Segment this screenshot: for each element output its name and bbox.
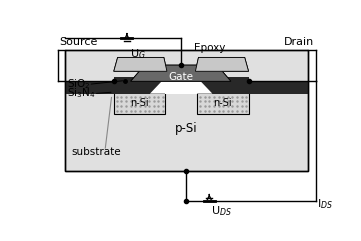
Bar bbox=[165, 77, 197, 94]
Text: Epoxy: Epoxy bbox=[194, 43, 226, 53]
Polygon shape bbox=[131, 65, 231, 81]
Polygon shape bbox=[165, 81, 197, 94]
Polygon shape bbox=[195, 57, 248, 71]
Polygon shape bbox=[114, 57, 167, 71]
Bar bbox=[65, 81, 308, 94]
Bar bbox=[65, 81, 114, 94]
Text: Gate: Gate bbox=[168, 72, 193, 82]
Polygon shape bbox=[150, 77, 165, 94]
Text: Si$_3$N$_4$: Si$_3$N$_4$ bbox=[67, 87, 95, 100]
Text: n-Si: n-Si bbox=[130, 98, 149, 108]
Bar bbox=[248, 81, 308, 94]
Polygon shape bbox=[195, 57, 248, 71]
Bar bbox=[114, 77, 248, 81]
Text: I$_{DS}$: I$_{DS}$ bbox=[317, 197, 333, 211]
Bar bbox=[65, 50, 308, 171]
Bar bbox=[65, 50, 308, 171]
Bar bbox=[114, 81, 165, 92]
Bar bbox=[114, 92, 165, 114]
Bar bbox=[197, 92, 248, 114]
Text: U$_{DS}$: U$_{DS}$ bbox=[211, 204, 232, 218]
Polygon shape bbox=[114, 77, 248, 81]
Text: Drain: Drain bbox=[284, 37, 314, 47]
Text: SiO$_2$: SiO$_2$ bbox=[67, 77, 90, 91]
Bar bbox=[197, 81, 248, 92]
Polygon shape bbox=[197, 77, 212, 94]
Text: p-Si: p-Si bbox=[175, 122, 198, 135]
Text: U$_G$: U$_G$ bbox=[130, 47, 146, 61]
Text: Source: Source bbox=[59, 37, 97, 47]
Polygon shape bbox=[114, 57, 167, 71]
Text: substrate: substrate bbox=[71, 147, 121, 157]
Polygon shape bbox=[131, 65, 231, 81]
Text: n-Si: n-Si bbox=[213, 98, 232, 108]
